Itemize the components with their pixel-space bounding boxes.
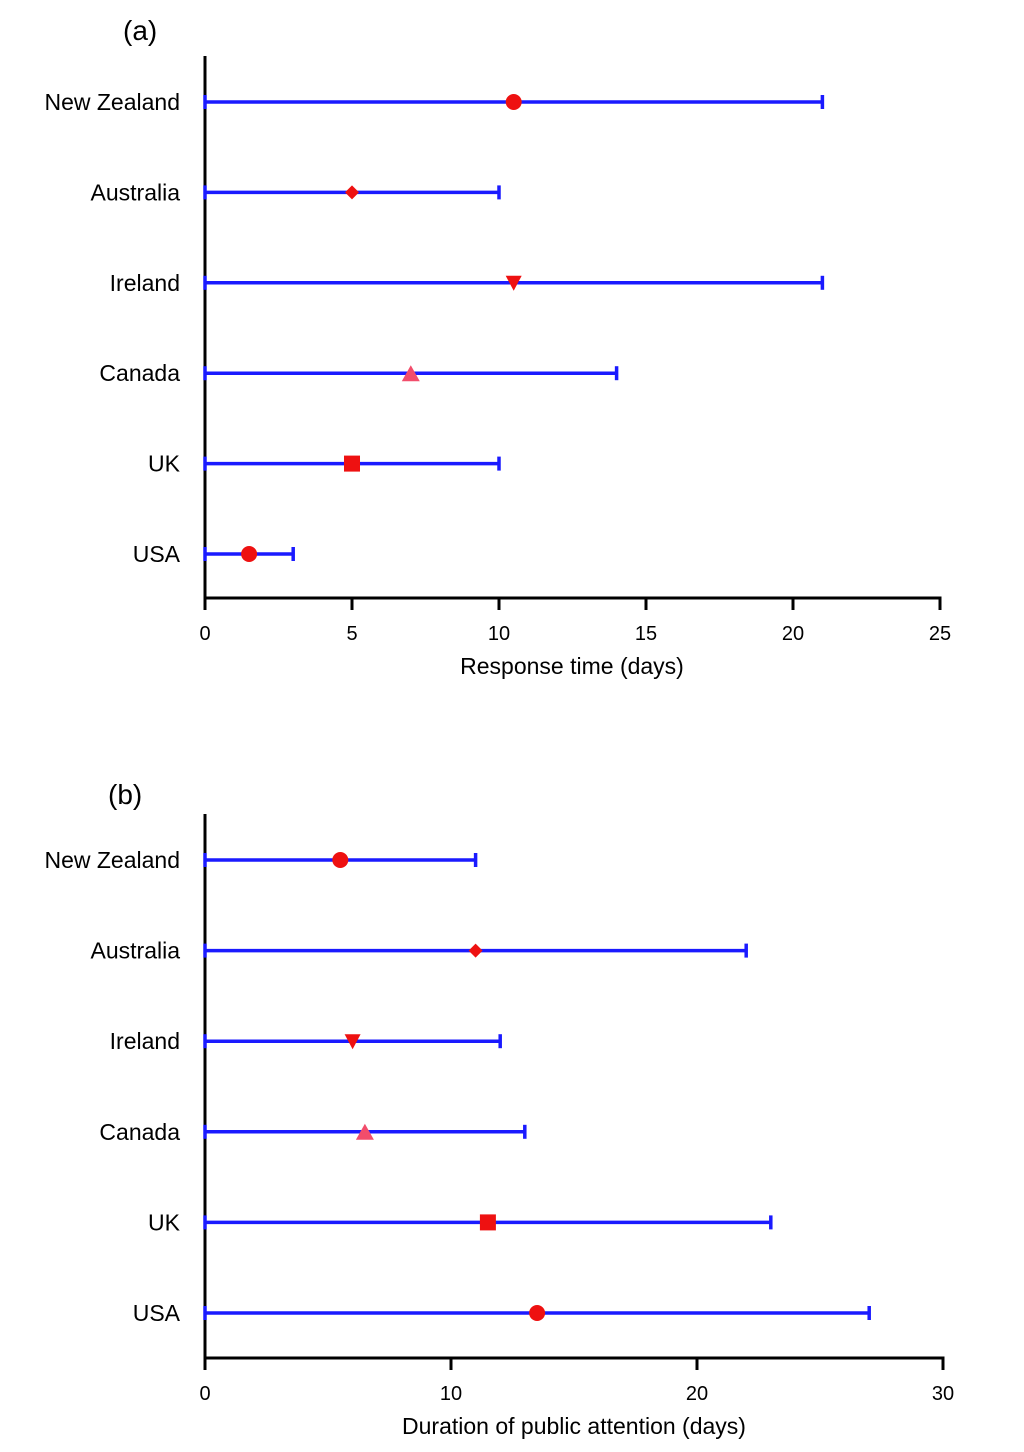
panel-a-label: (a) [123,15,157,46]
panel-a-x-tick-label: 15 [635,623,657,645]
panel-b-midpoint-marker [344,1034,361,1050]
panel-a-midpoint-marker [505,94,522,110]
panel-b-label: (b) [108,779,142,810]
panel-a-category-label: Canada [99,360,180,386]
panel-a-x-axis-title: Response time (days) [460,653,684,679]
panel-a-category-label: UK [148,451,181,477]
panel-a-category-label: Australia [91,179,181,205]
panel-a-midpoint-marker [505,275,522,291]
panel-a-x-tick-label: 0 [199,623,210,645]
panel-b-midpoint-marker [468,943,483,958]
panel-b-x-tick-label: 0 [199,1383,210,1405]
panel-b-midpoint-marker [529,1305,546,1321]
panel-a-midpoint-marker [241,546,258,562]
panel-b-chart: (b) Duration of public attention (days) … [44,779,954,1439]
panel-b-category-label: UK [148,1209,181,1235]
panel-b-category-label: Canada [99,1119,180,1145]
panel-b-category-label: USA [133,1300,181,1326]
panel-a-category-label: USA [133,541,181,567]
panel-b-midpoint-marker [332,852,349,868]
panel-b-x-axis-title: Duration of public attention (days) [402,1413,746,1439]
panel-b-midpoint-marker [355,1123,374,1140]
panel-a-x-tick-label: 20 [782,623,804,645]
panel-b-x-tick-label: 20 [686,1383,708,1405]
panel-a-category-label: New Zealand [44,89,180,115]
panel-b-midpoint-marker [479,1214,496,1231]
panel-a-midpoint-marker [344,455,360,472]
panel-a-x-tick-label: 10 [488,623,510,645]
panel-b-x-tick-label: 30 [932,1383,954,1405]
panel-b-x-tick-label: 10 [440,1383,462,1405]
panel-a-x-tick-label: 5 [346,623,357,645]
panel-a-chart: (a) Response time (days) 0 5 10 15 20 25 New Z… [44,15,951,679]
panel-b-category-label: Ireland [110,1028,180,1054]
panel-a-x-tick-label: 25 [929,623,951,645]
panel-a-category-label: Ireland [110,270,180,296]
panel-b-category-label: Australia [91,938,181,964]
panel-a-midpoint-marker [401,365,420,382]
panel-a-midpoint-marker [345,185,359,200]
panel-b-category-label: New Zealand [44,847,180,873]
